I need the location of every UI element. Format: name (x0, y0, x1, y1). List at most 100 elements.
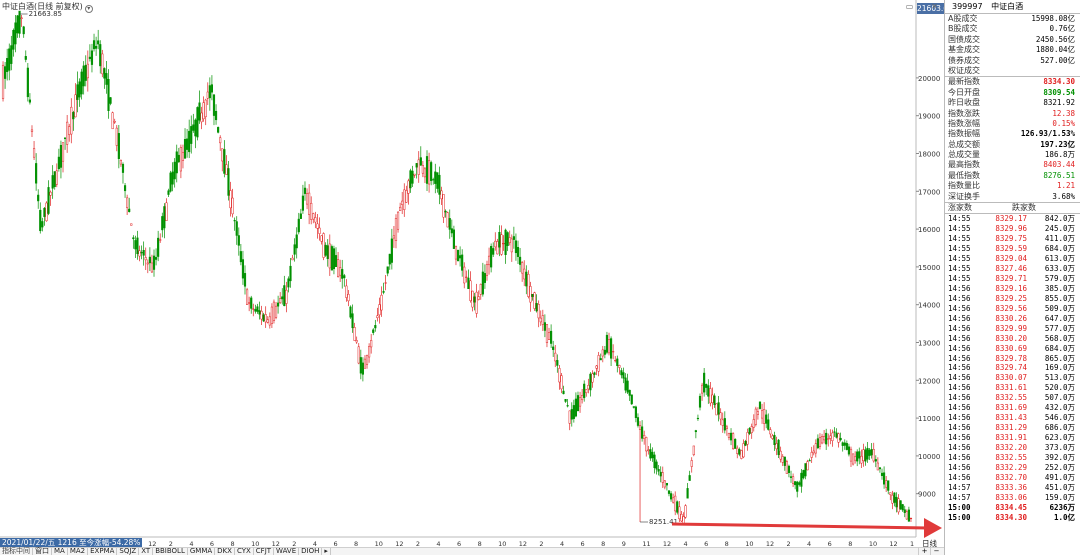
candle-body (674, 495, 677, 512)
indicator-tab[interactable]: CYX (235, 548, 254, 555)
candle-body (620, 370, 623, 376)
tick-price: 8329.17 (995, 214, 1027, 224)
candle-body (90, 50, 94, 65)
stat-value: 186.8万 (1044, 150, 1075, 160)
candle-body (616, 358, 619, 366)
candle-body (229, 190, 232, 209)
candle-body (512, 236, 515, 240)
candle-body (825, 432, 828, 445)
candle-body (130, 223, 133, 226)
indicator-tab[interactable]: WAVE (274, 548, 300, 555)
candle-body (88, 56, 91, 59)
candle-body (287, 278, 290, 288)
tick-time: 14:57 (948, 492, 971, 502)
candle-body (53, 171, 56, 187)
indicator-tab[interactable]: 窗口 (33, 548, 52, 555)
candle-body (485, 264, 489, 276)
candle-body (684, 505, 687, 518)
tick-volume: 507.0万 (1044, 393, 1075, 403)
tick-list[interactable]: 14:55 8329.17 842.0万 14:55 8329.96 245.0万 14:5… (945, 214, 1080, 522)
indicator-tab[interactable]: XT (139, 548, 154, 555)
candle-body (893, 492, 896, 503)
candle-body (357, 346, 360, 364)
indicator-tab[interactable]: MA2 (68, 548, 89, 555)
candle-body (146, 262, 149, 265)
stat-value: 8276.51 (1043, 170, 1075, 180)
indicator-tab[interactable]: MA (52, 548, 68, 555)
x-tick-label: 6 (828, 540, 832, 548)
candle-body (423, 168, 427, 178)
tick-time: 14:56 (948, 283, 971, 293)
candle-body (560, 375, 563, 390)
indicator-tab[interactable]: BBIBOLL (153, 548, 188, 555)
candle-body (320, 235, 323, 242)
dropdown-icon[interactable]: ▾ (84, 5, 93, 13)
candle-body (225, 164, 228, 175)
candle-body (508, 237, 511, 243)
stat-row: 国债成交 2450.56亿 (945, 35, 1080, 45)
tick-price: 8329.99 (995, 323, 1027, 333)
candle-body (661, 472, 664, 483)
indicator-tab[interactable]: SQJZ (117, 548, 140, 555)
tick-volume: 373.0万 (1044, 442, 1075, 452)
tick-row: 14:56 8330.07 513.0万 (945, 373, 1080, 383)
kline-chart[interactable]: 2000019000180001700016000150001400013000… (0, 0, 944, 555)
tick-volume: 392.0万 (1044, 452, 1075, 462)
indicator-tab[interactable]: DIOH (299, 548, 323, 555)
candle-body (659, 471, 662, 477)
stat-row: 指数涨跌 12.38 (945, 109, 1080, 119)
tab-daily[interactable]: 日线 (922, 539, 937, 548)
candle-body (487, 255, 491, 266)
candle-body (827, 438, 830, 440)
candle-body (566, 405, 569, 407)
tick-price: 8331.61 (995, 383, 1027, 393)
candle-body (452, 229, 455, 249)
candle-body (539, 317, 542, 323)
candle-body (504, 229, 507, 255)
candle-body (851, 453, 855, 465)
indicator-tab[interactable]: DKX (215, 548, 235, 555)
candle-body (223, 149, 226, 174)
stat-label: 指数振幅 (948, 129, 980, 139)
zoom-out-button[interactable]: − (930, 547, 942, 555)
candle-body (783, 456, 786, 466)
candle-body (328, 243, 331, 269)
candle-body (568, 410, 571, 424)
candle-body (318, 227, 321, 234)
candle-body (632, 406, 635, 408)
x-tick-label: 8 (354, 540, 358, 548)
candle-body (411, 170, 414, 184)
tick-volume: 568.0万 (1044, 333, 1075, 343)
zoom-in-button[interactable]: + (918, 547, 930, 555)
candle-body (856, 451, 859, 462)
candle-body (260, 310, 263, 320)
tick-time: 14:56 (948, 423, 971, 433)
candle-body (552, 346, 555, 350)
candle-body (535, 303, 538, 312)
candle-body (781, 456, 784, 463)
candle-body (752, 419, 755, 428)
candle-body (14, 22, 17, 45)
x-tick-label: 12 (766, 540, 774, 548)
rise-fall-header: 涨家数 跌家数 (945, 203, 1080, 213)
candle-body (64, 137, 67, 139)
arrow-head-icon (924, 518, 942, 538)
tick-volume: 520.0万 (1044, 383, 1075, 393)
candle-body (525, 271, 528, 287)
candle-body (92, 40, 96, 50)
candle-body (16, 15, 19, 34)
indicator-tab[interactable]: CFJT (254, 548, 275, 555)
kline-chart-area[interactable]: 20000 19000 18000 17000 16000 15000 14000 13000… (0, 0, 948, 555)
indicator-tab[interactable]: ▸ (322, 548, 331, 555)
candle-body (521, 262, 524, 274)
candle-body (262, 314, 265, 322)
indicator-tab[interactable]: GMMA (188, 548, 216, 555)
indicator-tab[interactable]: 指标中间 (0, 548, 33, 555)
tick-row: 14:56 8330.69 684.0万 (945, 344, 1080, 354)
indicator-tab[interactable]: EXPMA (88, 548, 118, 555)
close-icon[interactable]: ✕ (931, 2, 938, 11)
minimize-icon[interactable]: ▭ (905, 2, 914, 11)
candle-body (885, 480, 888, 488)
candle-body (541, 315, 544, 325)
panel-header: 399997 中证白酒 (945, 0, 1080, 14)
